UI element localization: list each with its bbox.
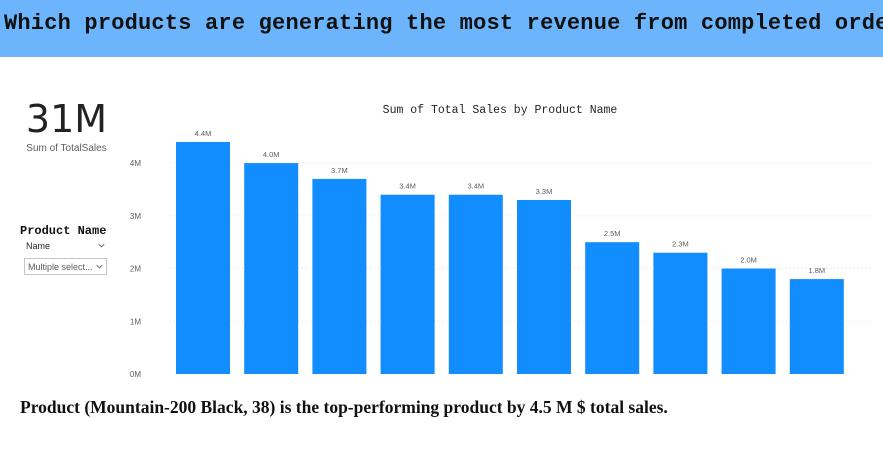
y-tick-label: 4M	[130, 159, 141, 168]
bar[interactable]	[448, 194, 503, 374]
bar-value-label: 4.4M	[195, 129, 212, 138]
bar[interactable]	[721, 268, 776, 374]
bar-value-label: 1.8M	[808, 266, 825, 275]
bar[interactable]	[176, 142, 230, 374]
question-title: Which products are generating the most r…	[4, 11, 883, 36]
bar-value-label: 3.3M	[536, 187, 553, 196]
question-header: Which products are generating the most r…	[0, 0, 883, 57]
bar-value-label: 3.7M	[331, 166, 348, 175]
slicer-title: Product Name	[20, 224, 107, 238]
slicer-field-header[interactable]: Name	[24, 240, 108, 254]
kpi-card-label: Sum of TotalSales	[26, 143, 107, 154]
chevron-down-icon[interactable]	[96, 263, 103, 270]
bar-value-label: 4.0M	[263, 150, 280, 159]
bar[interactable]	[585, 242, 640, 374]
slicer-dropdown[interactable]: Multiple select...	[24, 258, 107, 275]
y-tick-label: 3M	[130, 212, 141, 221]
bar[interactable]	[653, 252, 708, 374]
y-tick-label: 2M	[130, 265, 141, 274]
bar-value-label: 2.3M	[672, 240, 689, 249]
insight-text: Product (Mountain-200 Black, 38) is the …	[20, 397, 668, 417]
bar-value-label: 2.5M	[604, 229, 621, 238]
bar-value-label: 3.4M	[467, 182, 484, 191]
chart-title: Sum of Total Sales by Product Name	[383, 104, 618, 117]
y-tick-label: 0M	[130, 370, 141, 379]
bar[interactable]	[517, 200, 571, 374]
chevron-down-icon[interactable]	[98, 242, 105, 249]
bar[interactable]	[380, 194, 435, 374]
bar[interactable]	[789, 279, 844, 374]
bar-value-label: 2.0M	[740, 256, 757, 265]
bar-chart: Sum of Total Sales by Product Name 0M 1M 2…	[130, 104, 872, 379]
bar[interactable]	[312, 178, 367, 374]
y-tick-label: 1M	[130, 317, 141, 326]
bar[interactable]	[244, 163, 299, 374]
bar-value-label: 3.4M	[399, 182, 416, 191]
kpi-card-value: 31M	[25, 97, 108, 141]
slicer-field-label: Name	[26, 241, 51, 251]
slicer-dropdown-value: Multiple select...	[28, 262, 93, 272]
